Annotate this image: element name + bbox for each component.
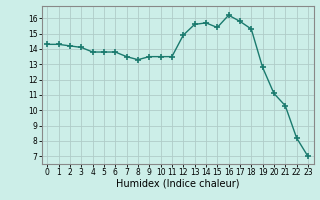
X-axis label: Humidex (Indice chaleur): Humidex (Indice chaleur)	[116, 179, 239, 189]
